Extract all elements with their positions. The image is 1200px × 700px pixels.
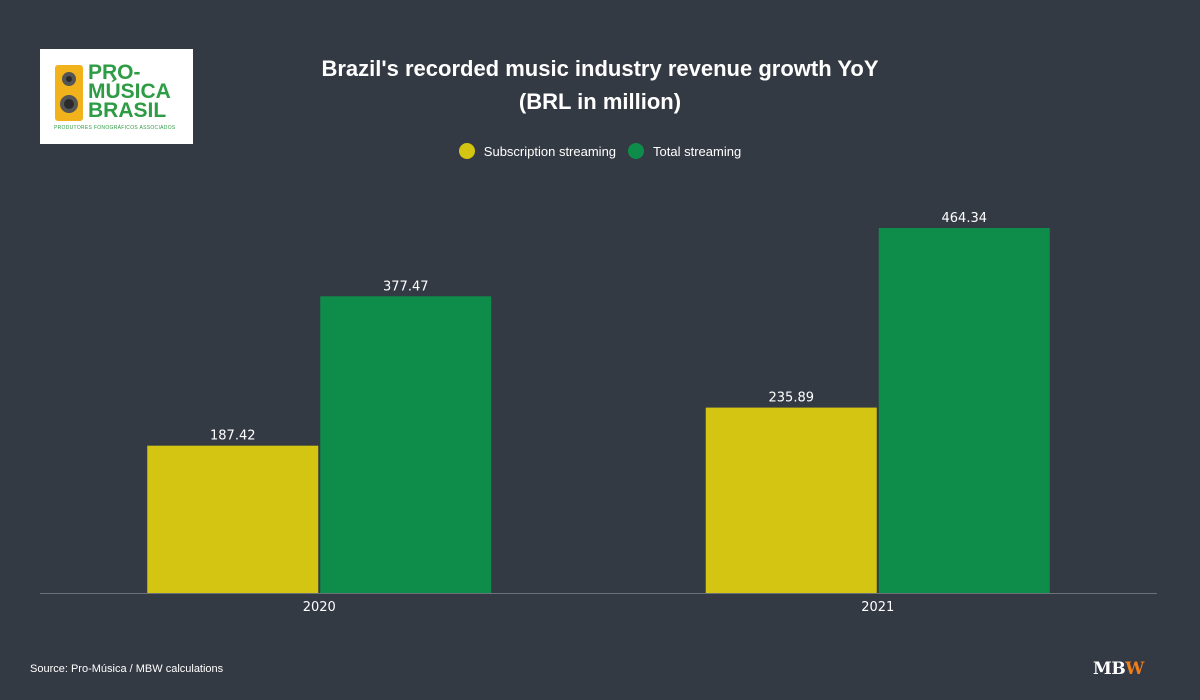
logo-line1: PRO- xyxy=(88,61,141,84)
data-label-total-2020: 377.47 xyxy=(383,279,429,294)
chart-title-block: Brazil's recorded music industry revenue… xyxy=(250,52,950,118)
bar-total-2021 xyxy=(878,228,1050,594)
logo-line2: MÚSICA xyxy=(88,80,171,103)
speaker-tweeter xyxy=(62,72,76,86)
data-label-subscription-2020: 187.42 xyxy=(210,429,256,444)
x-tick-label-2020: 2020 xyxy=(303,600,336,615)
mbw-logo: MBW xyxy=(1093,659,1144,679)
data-label-subscription-2021: 235.89 xyxy=(769,391,815,406)
pro-musica-logo: PRO- MÚSICA BRASIL PRODUTORES FONOGRÁFIC… xyxy=(40,49,193,144)
logo-line3: BRASIL xyxy=(88,99,167,122)
chart-subtitle: (BRL in million) xyxy=(518,89,682,114)
speaker-woofer xyxy=(60,95,78,113)
mbw-logo-mb: MB xyxy=(1093,659,1126,679)
bar-subscription-2020 xyxy=(147,445,319,593)
chart-title: Brazil's recorded music industry revenue… xyxy=(321,56,879,81)
mbw-logo-w: W xyxy=(1125,659,1144,679)
legend-label-total: Total streaming xyxy=(653,143,742,159)
speaker-icon xyxy=(55,65,83,121)
legend-swatch-subscription xyxy=(458,143,475,159)
legend-label-subscription: Subscription streaming xyxy=(483,143,617,159)
source-note: Source: Pro-Música / MBW calculations xyxy=(30,663,224,675)
legend-swatch-total xyxy=(628,143,645,159)
legend-item-total[interactable]: Total streaming xyxy=(628,143,741,159)
bar-subscription-2021 xyxy=(705,407,877,593)
legend-item-subscription[interactable]: Subscription streaming xyxy=(458,143,617,159)
x-tick-label-2021: 2021 xyxy=(861,600,894,615)
chart-legend: Subscription streaming Total streaming xyxy=(0,143,1200,159)
data-label-total-2021: 464.34 xyxy=(942,211,988,226)
bar-total-2020 xyxy=(320,296,492,593)
logo-wordmark: PRO- MÚSICA BRASIL xyxy=(88,61,188,122)
logo-tagline: PRODUTORES FONOGRÁFICOS ASSOCIADOS xyxy=(54,125,176,131)
